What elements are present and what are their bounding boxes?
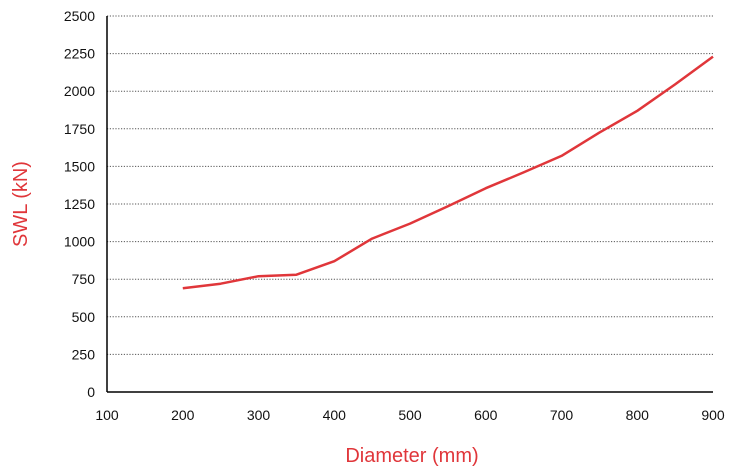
y-tick-label: 2000 xyxy=(64,83,95,99)
x-tick-label: 100 xyxy=(95,407,119,423)
x-axis-title: Diameter (mm) xyxy=(345,445,478,467)
y-tick-label: 750 xyxy=(72,271,96,287)
x-tick-label: 200 xyxy=(171,407,195,423)
y-tick-label: 2500 xyxy=(64,8,95,24)
y-tick-label: 1500 xyxy=(64,158,95,174)
y-tick-label: 0 xyxy=(87,384,95,400)
x-tick-label: 700 xyxy=(550,407,574,423)
y-axis-title: SWL (kN) xyxy=(10,161,32,247)
y-tick-label: 500 xyxy=(72,309,96,325)
y-tick-label: 1000 xyxy=(64,234,95,250)
y-tick-label: 1250 xyxy=(64,196,95,212)
x-tick-label: 900 xyxy=(701,407,725,423)
x-tick-label: 300 xyxy=(247,407,271,423)
y-axis-ticks: 0 250 500 750 1000 1250 1500 1750 2000 2250 2500 xyxy=(64,8,95,400)
x-tick-label: 800 xyxy=(626,407,650,423)
gridlines xyxy=(107,15,713,355)
y-tick-label: 2250 xyxy=(64,46,95,62)
y-tick-label: 1750 xyxy=(64,121,95,137)
y-tick-label: 250 xyxy=(72,346,96,362)
x-tick-label: 500 xyxy=(398,407,422,423)
x-axis-ticks: 100 200 300 400 500 600 700 800 900 xyxy=(95,407,725,423)
x-tick-label: 600 xyxy=(474,407,498,423)
x-tick-label: 400 xyxy=(323,407,347,423)
series-line xyxy=(182,55,714,290)
